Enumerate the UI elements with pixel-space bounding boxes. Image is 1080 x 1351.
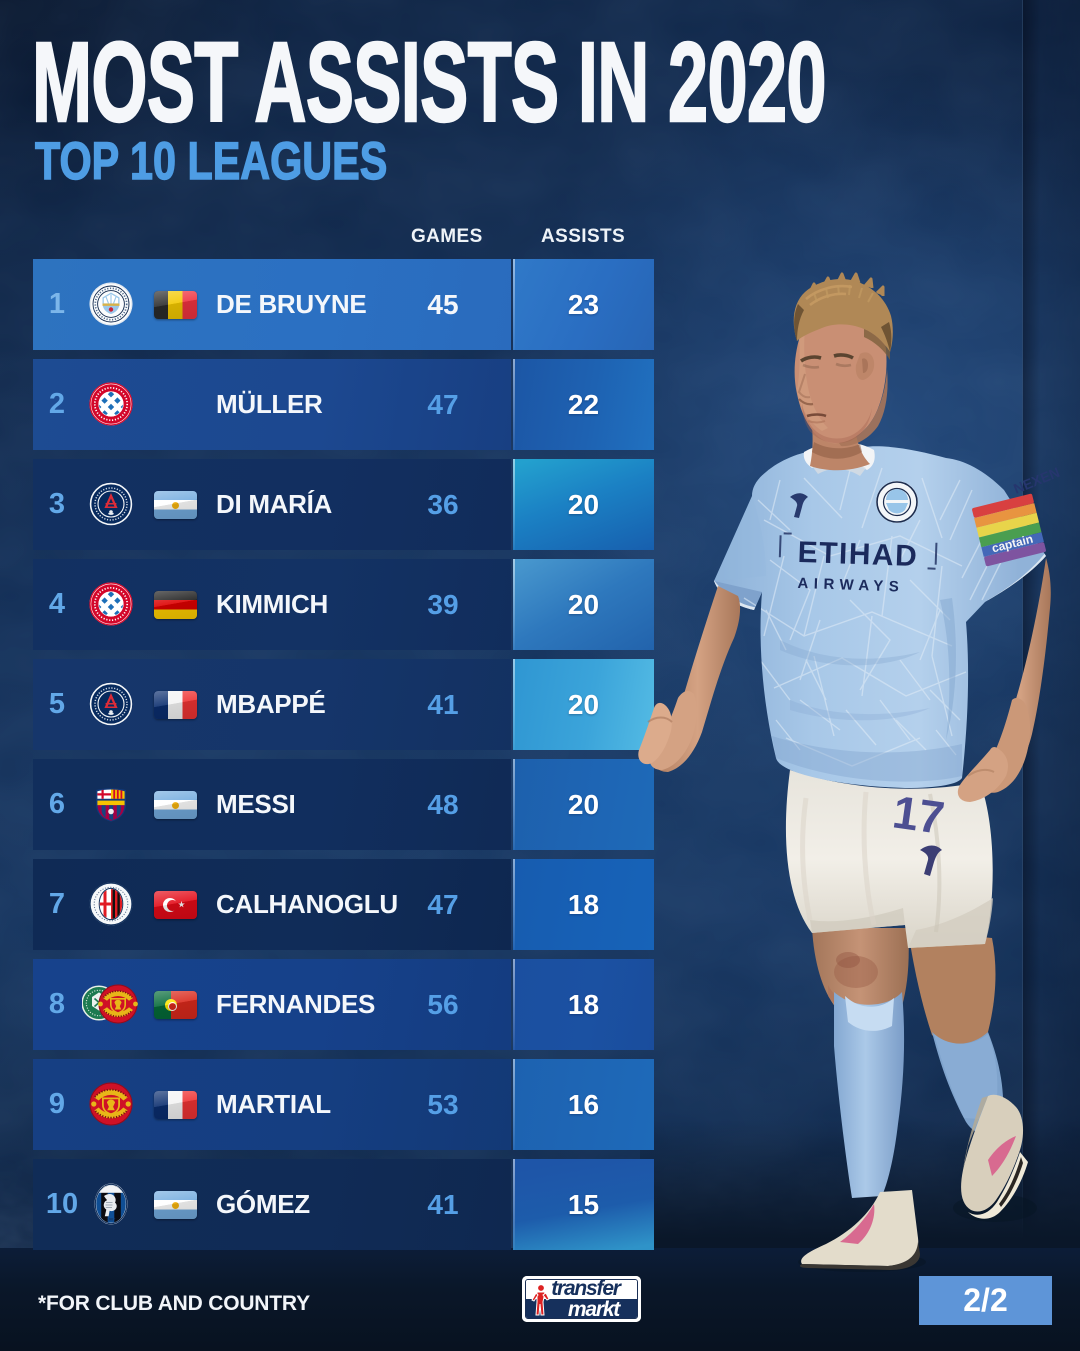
svg-text:AIRWAYS: AIRWAYS [797,575,904,596]
svg-text:1907: 1907 [107,1217,117,1222]
svg-text:NEXEN: NEXEN [1011,464,1062,497]
svg-text:17: 17 [890,785,948,844]
svg-text:ETIHAD: ETIHAD [797,536,919,573]
